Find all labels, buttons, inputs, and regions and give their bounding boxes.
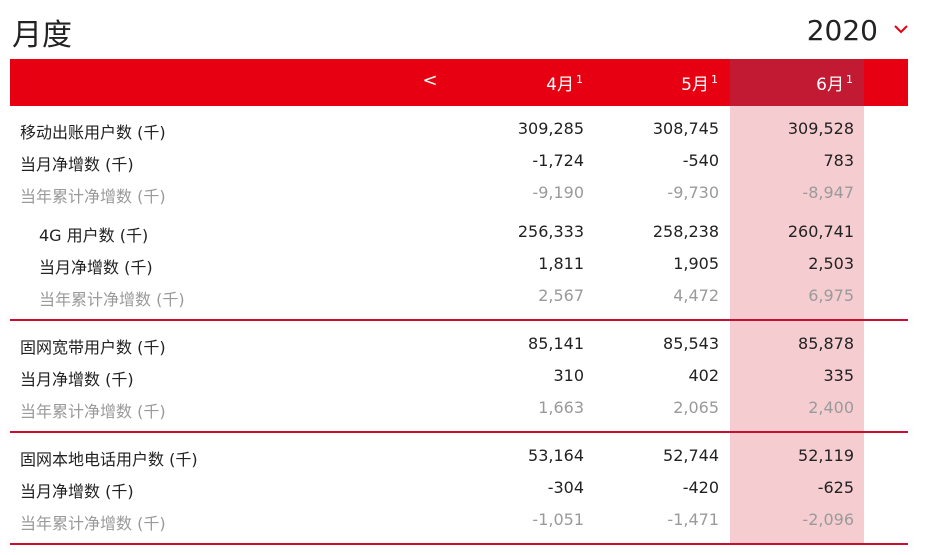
- table-row: 当年累计净增数 (千) -1,051 -1,471 -2,096: [20, 510, 854, 533]
- prev-month-button[interactable]: <: [422, 70, 438, 91]
- table-row: 当年累计净增数 (千) 1,663 2,065 2,400: [20, 398, 854, 421]
- section-divider: [10, 319, 908, 321]
- table-row: 移动出账用户数 (千) 309,285 308,745 309,528: [20, 119, 854, 142]
- table-row: 当年累计净增数 (千) 2,567 4,472 6,975: [39, 286, 854, 309]
- table-row: 当年累计净增数 (千) -9,190 -9,730 -8,947: [20, 183, 854, 206]
- chevron-down-icon[interactable]: [892, 22, 910, 36]
- page-title: 月度: [12, 18, 72, 53]
- month-header-apr[interactable]: 4月 1: [546, 73, 583, 95]
- table-row: 当月净增数 (千) -1,724 -540 783: [20, 151, 854, 174]
- month-header-may[interactable]: 5月 1: [681, 73, 718, 95]
- table-row: 固网本地电话用户数 (千) 53,164 52,744 52,119: [20, 446, 854, 469]
- section-divider: [10, 543, 908, 545]
- highlight-column: [730, 59, 864, 544]
- highlight-column-header: [730, 59, 864, 106]
- table-row: 当月净增数 (千) -304 -420 -625: [20, 478, 854, 501]
- month-header-jun[interactable]: 6月 1: [816, 73, 853, 95]
- table-row: 4G 用户数 (千) 256,333 258,238 260,741: [39, 222, 854, 245]
- table-row: 当月净增数 (千) 310 402 335: [20, 366, 854, 389]
- year-selector[interactable]: 2020: [806, 14, 878, 47]
- table-row: 固网宽带用户数 (千) 85,141 85,543 85,878: [20, 334, 854, 357]
- table-row: 当月净增数 (千) 1,811 1,905 2,503: [39, 254, 854, 277]
- section-divider: [10, 431, 908, 433]
